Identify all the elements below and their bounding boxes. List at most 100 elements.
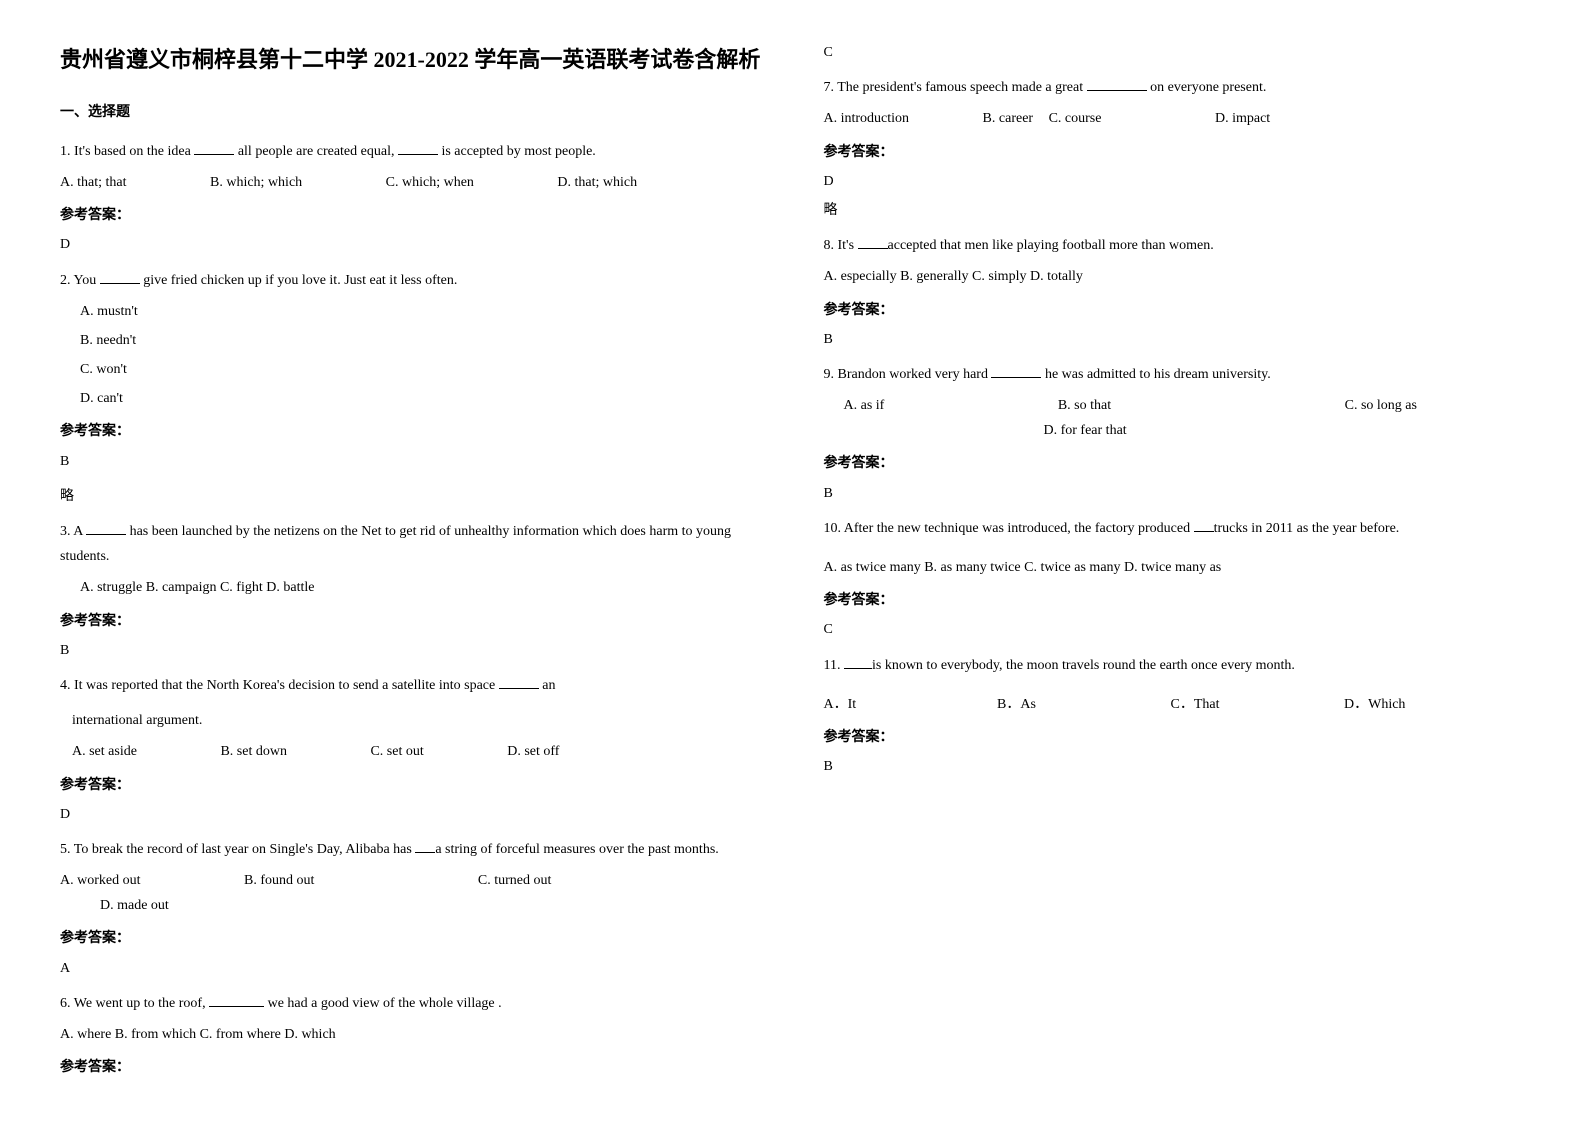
q2-options: A. mustn't B. needn't C. won't D. can't bbox=[80, 299, 764, 412]
q11-stem-b: is known to everybody, the moon travels … bbox=[872, 658, 1295, 673]
blank bbox=[499, 674, 539, 689]
q11-answer: B bbox=[824, 754, 1528, 779]
q1-stem-b: all people are created equal, bbox=[234, 144, 398, 159]
q2-stem-b: give fried chicken up if you love it. Ju… bbox=[140, 273, 458, 288]
answer-label: 参考答案： bbox=[824, 451, 1528, 476]
q6-stem-a: 6. We went up to the roof, bbox=[60, 996, 209, 1011]
q11-opt-d: D．Which bbox=[1344, 692, 1405, 717]
q4-stem-a: 4. It was reported that the North Korea'… bbox=[60, 678, 499, 693]
q1-stem-a: 1. It's based on the idea bbox=[60, 144, 194, 159]
answer-label: 参考答案： bbox=[824, 588, 1528, 613]
answer-label: 参考答案： bbox=[824, 140, 1528, 165]
q2-answer: B bbox=[60, 449, 764, 474]
q11-opt-c: C．That bbox=[1171, 692, 1341, 717]
question-4: 4. It was reported that the North Korea'… bbox=[60, 673, 764, 698]
question-8: 8. It's accepted that men like playing f… bbox=[824, 233, 1528, 258]
q9-options: A. as if B. so that C. so long as D. for… bbox=[824, 393, 1528, 443]
q5-answer: A bbox=[60, 956, 764, 981]
q1-opt-b: B. which; which bbox=[210, 170, 302, 195]
q5-stem-a: 5. To break the record of last year on S… bbox=[60, 842, 415, 857]
q6-stem-b: we had a good view of the whole village … bbox=[264, 996, 502, 1011]
question-9: 9. Brandon worked very hard he was admit… bbox=[824, 362, 1528, 387]
q10-options: A. as twice many B. as many twice C. twi… bbox=[824, 555, 1528, 580]
q1-answer: D bbox=[60, 232, 764, 257]
q5-opt-a: A. worked out bbox=[60, 868, 141, 893]
q8-options: A. especially B. generally C. simply D. … bbox=[824, 264, 1528, 289]
q5-opt-b: B. found out bbox=[244, 868, 314, 893]
q7-stem-b: on everyone present. bbox=[1147, 80, 1267, 95]
section-heading: 一、选择题 bbox=[60, 100, 764, 125]
blank bbox=[398, 140, 438, 155]
q11-stem-a: 11. bbox=[824, 658, 844, 673]
blank bbox=[1087, 76, 1147, 91]
q8-stem-a: 8. It's bbox=[824, 238, 858, 253]
omit: 略 bbox=[60, 484, 764, 509]
q9-opt-a: A. as if bbox=[844, 393, 885, 418]
q4-options: A. set aside B. set down C. set out D. s… bbox=[72, 739, 764, 764]
q4-opt-a: A. set aside bbox=[72, 739, 137, 764]
omit: 略 bbox=[824, 198, 1528, 223]
blank bbox=[1194, 517, 1214, 532]
q8-stem-b: accepted that men like playing football … bbox=[888, 238, 1214, 253]
blank bbox=[209, 992, 264, 1007]
q1-opt-d: D. that; which bbox=[557, 170, 637, 195]
q7-opt-d: D. impact bbox=[1215, 106, 1270, 131]
q3-stem-b: has been launched by the netizens on the… bbox=[60, 524, 731, 564]
q9-opt-c: C. so long as bbox=[1345, 393, 1417, 418]
q4-answer: D bbox=[60, 802, 764, 827]
blank bbox=[858, 234, 888, 249]
q9-stem-b: he was admitted to his dream university. bbox=[1041, 367, 1270, 382]
question-6: 6. We went up to the roof, we had a good… bbox=[60, 991, 764, 1016]
q7-stem-a: 7. The president's famous speech made a … bbox=[824, 80, 1087, 95]
q4-stem-b: an bbox=[539, 678, 556, 693]
q2-opt-d: D. can't bbox=[80, 386, 764, 411]
question-1: 1. It's based on the idea all people are… bbox=[60, 139, 764, 164]
question-10: 10. After the new technique was introduc… bbox=[824, 516, 1528, 541]
blank bbox=[415, 838, 435, 853]
blank bbox=[100, 269, 140, 284]
q9-answer: B bbox=[824, 481, 1528, 506]
question-3: 3. A has been launched by the netizens o… bbox=[60, 519, 764, 569]
answer-label: 参考答案： bbox=[824, 725, 1528, 750]
answer-label: 参考答案： bbox=[60, 1055, 764, 1080]
q7-opt-c: C. course bbox=[1049, 106, 1102, 131]
answer-label: 参考答案： bbox=[60, 926, 764, 951]
q3-options: A. struggle B. campaign C. fight D. batt… bbox=[80, 575, 764, 600]
q10-answer: C bbox=[824, 617, 1528, 642]
q7-opt-a: A. introduction bbox=[824, 106, 910, 131]
q11-options: A．It B．As C．That D．Which bbox=[824, 692, 1528, 717]
q11-opt-b: B．As bbox=[997, 692, 1167, 717]
q1-opt-c: C. which; when bbox=[386, 170, 474, 195]
blank bbox=[86, 520, 126, 535]
q9-opt-b: B. so that bbox=[1058, 393, 1111, 418]
answer-label: 参考答案： bbox=[60, 609, 764, 634]
answer-label: 参考答案： bbox=[60, 419, 764, 444]
q5-options: A. worked out B. found out C. turned out… bbox=[60, 868, 764, 918]
q4-opt-b: B. set down bbox=[220, 739, 287, 764]
q8-answer: B bbox=[824, 327, 1528, 352]
q1-stem-c: is accepted by most people. bbox=[438, 144, 596, 159]
q6-answer: C bbox=[824, 40, 1528, 65]
q4-opt-c: C. set out bbox=[370, 739, 423, 764]
q2-opt-a: A. mustn't bbox=[80, 299, 764, 324]
q1-opt-a: A. that; that bbox=[60, 170, 127, 195]
q2-stem-a: 2. You bbox=[60, 273, 100, 288]
answer-label: 参考答案： bbox=[60, 773, 764, 798]
q3-stem-a: 3. A bbox=[60, 524, 86, 539]
q9-opt-d: D. for fear that bbox=[1044, 418, 1528, 443]
q10-stem-a: 10. After the new technique was introduc… bbox=[824, 521, 1194, 536]
answer-label: 参考答案： bbox=[60, 203, 764, 228]
q5-opt-d: D. made out bbox=[100, 893, 764, 918]
page-title: 贵州省遵义市桐梓县第十二中学 2021-2022 学年高一英语联考试卷含解析 bbox=[60, 40, 764, 80]
q10-stem-b: trucks in 2011 as the year before. bbox=[1214, 521, 1400, 536]
answer-label: 参考答案： bbox=[824, 298, 1528, 323]
q6-options: A. where B. from which C. from where D. … bbox=[60, 1022, 764, 1047]
q11-opt-a: A．It bbox=[824, 692, 994, 717]
q4-stem-c: international argument. bbox=[72, 708, 764, 733]
question-11: 11. is known to everybody, the moon trav… bbox=[824, 653, 1528, 678]
q5-opt-c: C. turned out bbox=[478, 868, 552, 893]
q7-options: A. introduction B. career C. course D. i… bbox=[824, 106, 1528, 131]
q9-stem-a: 9. Brandon worked very hard bbox=[824, 367, 992, 382]
q2-opt-c: C. won't bbox=[80, 357, 764, 382]
q7-answer: D bbox=[824, 169, 1528, 194]
